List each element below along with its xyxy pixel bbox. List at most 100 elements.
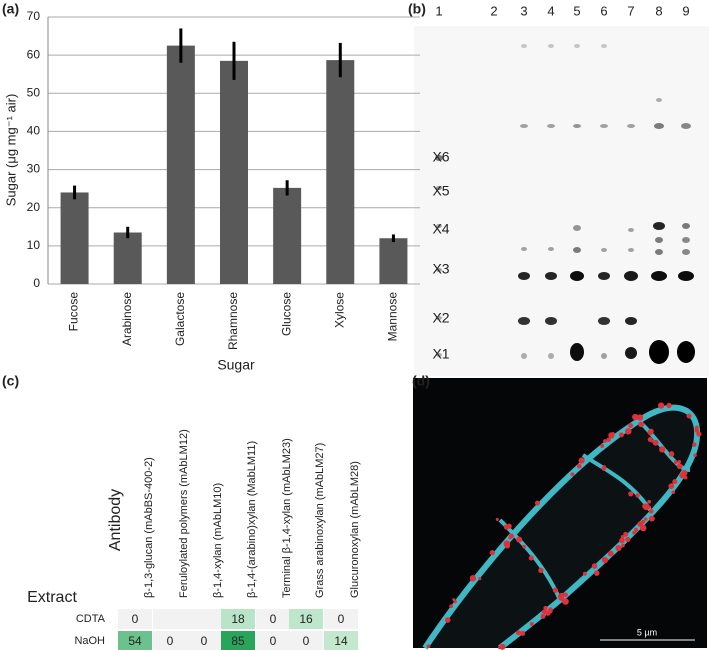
panel-label: (b) [408, 1, 426, 17]
red-particle [668, 451, 675, 457]
red-particle [639, 524, 647, 532]
gel-spot [436, 224, 442, 228]
gel-spot [654, 123, 664, 129]
red-particle [657, 402, 665, 409]
gel-spot [653, 222, 665, 230]
gel-spot [682, 223, 690, 229]
red-particle [503, 524, 510, 530]
gel-spot [625, 347, 637, 359]
red-particle [495, 517, 499, 521]
red-particle [640, 422, 645, 427]
red-particle [516, 536, 523, 543]
red-particle [666, 402, 672, 408]
red-particle [677, 464, 682, 469]
y-tick-label: 20 [27, 200, 41, 214]
x-tick-label: Xylose [332, 292, 346, 328]
heatmap-cell [118, 631, 152, 650]
y-tick-label: 50 [27, 85, 41, 99]
heatmap-cell [324, 609, 358, 629]
lane-label: 2 [490, 3, 497, 18]
gel-spot [677, 341, 695, 363]
red-particle [452, 598, 456, 602]
gel-spot [436, 353, 442, 357]
red-particle [601, 556, 609, 564]
red-particle [625, 536, 631, 543]
red-particle [515, 630, 522, 636]
gel-spot [518, 272, 530, 280]
gel-spot [545, 317, 557, 325]
gel-spot [545, 272, 557, 280]
red-particle [648, 508, 654, 514]
red-particle [636, 414, 644, 421]
red-particle [643, 517, 648, 521]
cell-value: 14 [334, 634, 348, 648]
panel-label: (a) [2, 1, 19, 17]
gel-spot [681, 123, 691, 129]
cell-value: 16 [299, 612, 313, 626]
gel-spot [573, 124, 581, 128]
gel-background [414, 26, 709, 376]
red-particle [469, 575, 477, 582]
red-particle [623, 531, 629, 537]
x-tick-label: Fucose [67, 292, 81, 332]
bar [273, 187, 302, 284]
cell-value: 0 [167, 634, 174, 648]
column-header: Feruloylated polymers (mAbLM12) [178, 429, 190, 598]
row-title: Extract [27, 589, 77, 606]
cell-value: 0 [303, 634, 310, 648]
red-particle [528, 555, 534, 561]
red-particle [681, 469, 688, 477]
red-particle [607, 550, 614, 557]
gel-spot [655, 249, 663, 255]
x-tick-label: Mannose [386, 292, 400, 342]
gel-spot [548, 353, 554, 359]
red-particle [499, 643, 506, 650]
red-particle [693, 453, 697, 458]
marker-label: X5 [432, 183, 449, 199]
red-particle [508, 536, 512, 540]
gel-spot [570, 271, 584, 281]
gel-spot [601, 248, 607, 252]
gel-spot [601, 44, 607, 48]
red-particle [694, 427, 698, 431]
gel-spot [573, 225, 581, 231]
red-particle [659, 446, 666, 453]
lane-label: 5 [573, 3, 580, 18]
lane-label: 8 [655, 3, 662, 18]
gel-spot [682, 237, 690, 243]
red-particle [618, 432, 624, 438]
lane-label: 7 [627, 3, 634, 18]
cell-value: 0 [201, 634, 208, 648]
red-particle [625, 428, 632, 435]
red-particle [578, 457, 585, 464]
red-particle [444, 617, 451, 623]
gel-spot [600, 124, 608, 128]
gel-spot [651, 271, 667, 281]
red-particle [672, 479, 678, 485]
red-particle [671, 490, 675, 495]
heatmap-cell [153, 631, 187, 650]
bar [113, 232, 142, 284]
gel-spot [436, 316, 442, 320]
red-particle [647, 429, 654, 436]
red-particle [540, 613, 546, 619]
gel-spot [628, 228, 634, 232]
red-particle [545, 610, 551, 616]
column-header: Glucuronoxylan (mAbLM28) [349, 461, 361, 598]
column-header: Terminal β-1,4-xylan (mAbLM23) [281, 438, 293, 598]
heatmap-cell [221, 631, 255, 650]
heatmap-cell [221, 609, 255, 629]
red-particle [696, 431, 702, 437]
gel-spot [548, 247, 554, 251]
marker-label: X3 [432, 261, 449, 277]
marker-label: X2 [432, 310, 449, 326]
red-particle [621, 543, 625, 548]
gel-spot [627, 124, 635, 128]
red-particle [591, 563, 598, 569]
gel-spot [435, 155, 443, 161]
gel-spot [598, 317, 610, 325]
y-tick-label: 40 [27, 124, 41, 138]
heatmap-cell [118, 609, 152, 629]
red-particle [543, 605, 548, 611]
